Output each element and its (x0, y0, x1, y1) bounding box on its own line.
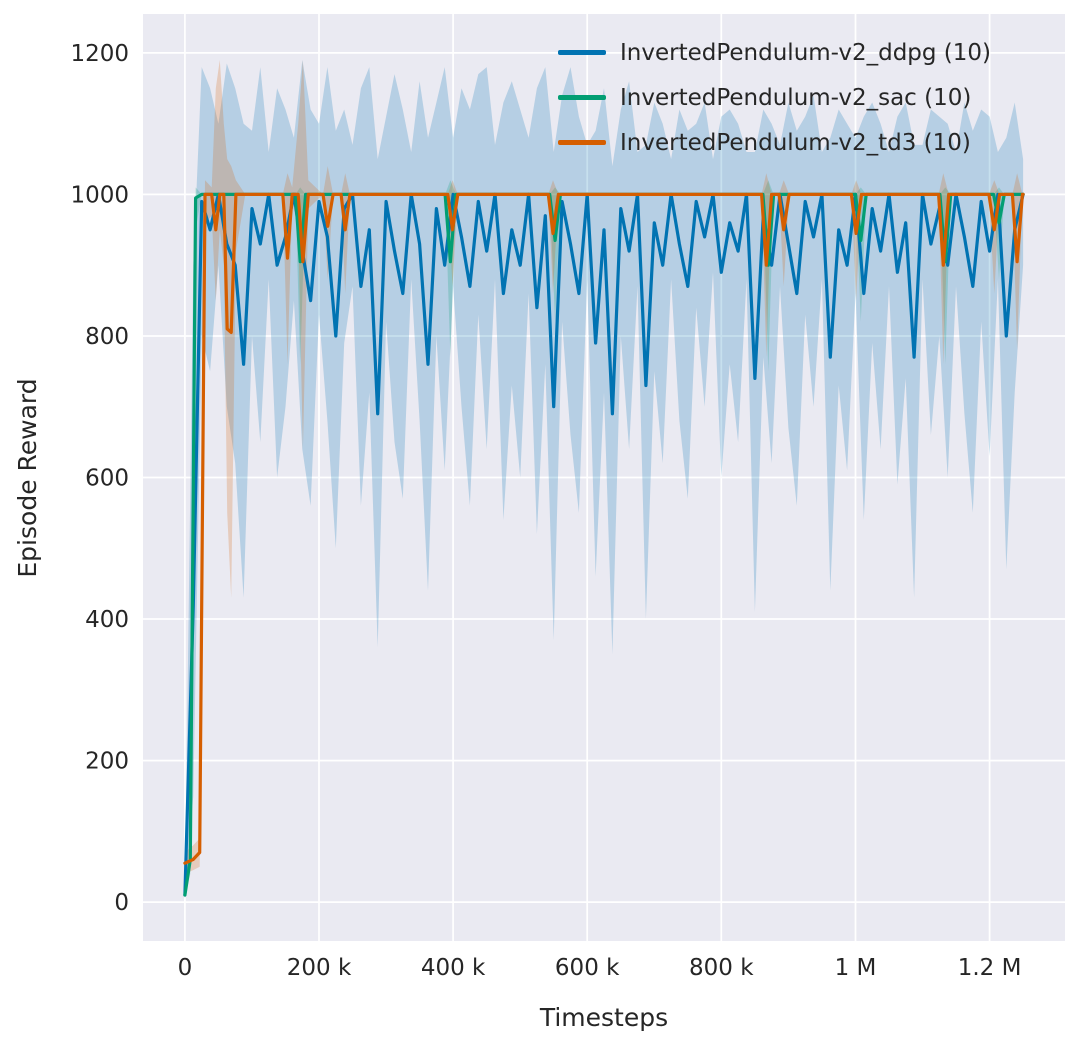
legend-label-sac: InvertedPendulum-v2_sac (10) (620, 84, 972, 111)
legend-swatch-td3 (558, 140, 606, 145)
y-tick-label: 0 (114, 890, 129, 916)
line-td3 (183, 192, 1025, 865)
legend-label-td3: InvertedPendulum-v2_td3 (10) (620, 129, 971, 156)
y-tick-label: 600 (85, 466, 129, 492)
x-tick-label: 800 k (689, 955, 754, 981)
x-tick-label: 1.2 M (958, 955, 1022, 981)
legend-label-ddpg: InvertedPendulum-v2_ddpg (10) (620, 39, 992, 66)
x-tick-label: 1 M (835, 955, 877, 981)
line-ddpg (183, 192, 1025, 897)
legend-item-ddpg[interactable]: InvertedPendulum-v2_ddpg (10) (558, 36, 991, 69)
y-tick-label: 400 (85, 607, 129, 633)
legend-item-sac[interactable]: InvertedPendulum-v2_sac (10) (558, 81, 991, 114)
band-ddpg (184, 60, 1024, 899)
legend: InvertedPendulum-v2_ddpg (10) InvertedPen… (558, 36, 991, 159)
y-tick-label: 1200 (70, 41, 129, 67)
legend-swatch-ddpg (558, 50, 606, 55)
legend-swatch-sac (558, 95, 606, 100)
x-tick-label: 400 k (421, 955, 486, 981)
legend-item-td3[interactable]: InvertedPendulum-v2_td3 (10) (558, 126, 991, 159)
x-tick-label: 0 (178, 955, 193, 981)
x-tick-label: 600 k (555, 955, 620, 981)
y-tick-label: 200 (85, 749, 129, 775)
y-tick-label: 800 (85, 324, 129, 350)
x-tick-label: 200 k (287, 955, 352, 981)
y-tick-label: 1000 (70, 182, 129, 208)
